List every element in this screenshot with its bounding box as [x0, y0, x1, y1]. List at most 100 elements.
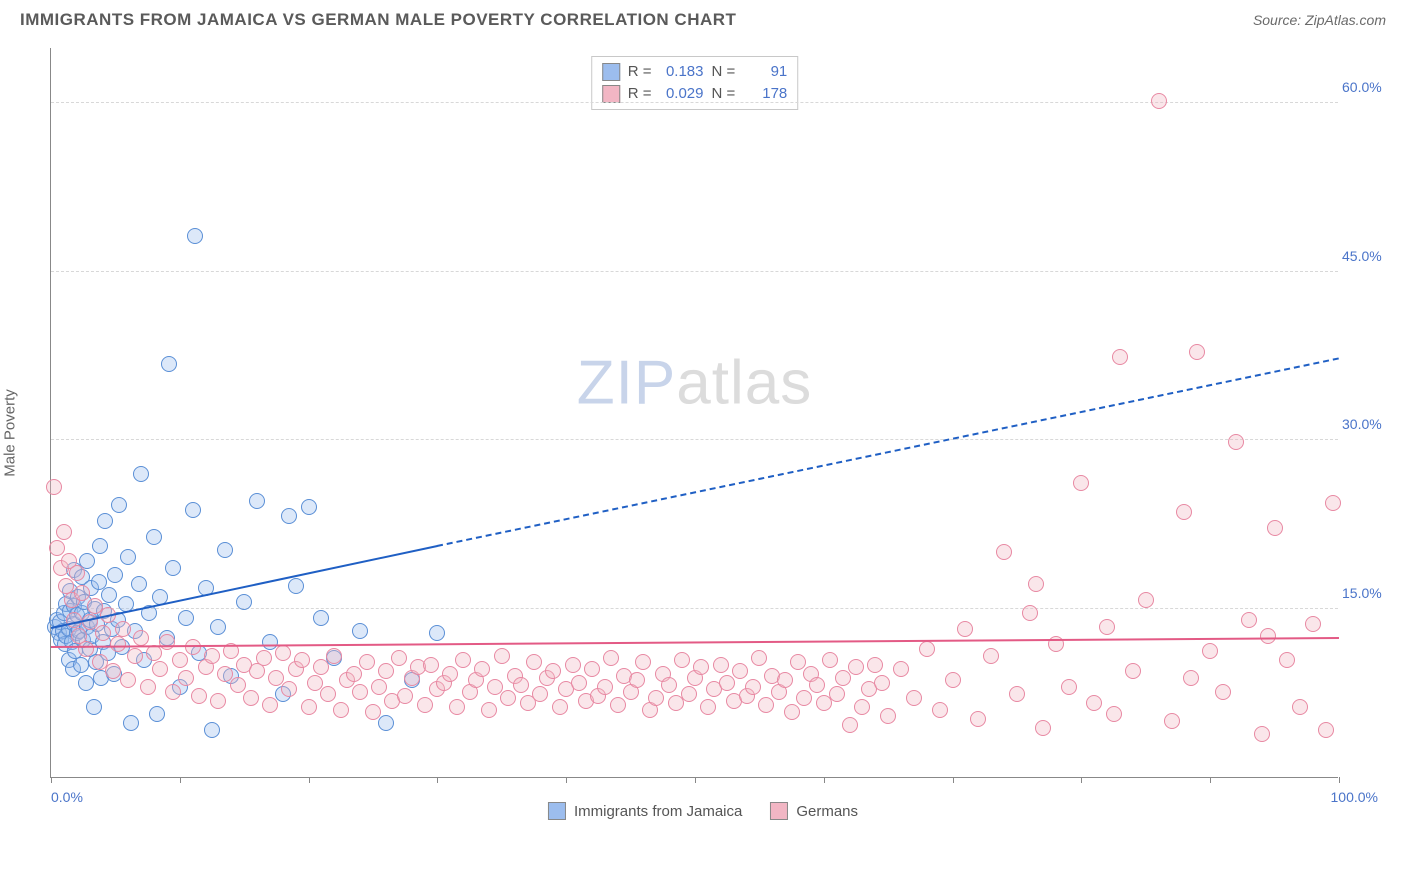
data-point [861, 681, 877, 697]
data-point [784, 704, 800, 720]
data-point [809, 677, 825, 693]
data-point [73, 657, 89, 673]
data-point [256, 650, 272, 666]
data-point [101, 587, 117, 603]
chart-container: Male Poverty ZIPatlas R =0.183N =91R =0.… [20, 38, 1386, 828]
data-point [526, 654, 542, 670]
data-point [681, 686, 697, 702]
data-point [565, 657, 581, 673]
data-point [957, 621, 973, 637]
data-point [404, 670, 420, 686]
data-point [816, 695, 832, 711]
data-point [313, 659, 329, 675]
data-point [513, 677, 529, 693]
data-point [61, 553, 77, 569]
series-legend-item: Immigrants from Jamaica [548, 802, 742, 820]
data-point [1292, 699, 1308, 715]
data-point [719, 675, 735, 691]
data-point [217, 666, 233, 682]
data-point [520, 695, 536, 711]
legend-n-label: N = [712, 61, 736, 83]
data-point [1228, 434, 1244, 450]
data-point [111, 497, 127, 513]
data-point [739, 688, 755, 704]
data-point [648, 690, 664, 706]
data-point [133, 466, 149, 482]
data-point [131, 576, 147, 592]
data-point [1073, 475, 1089, 491]
data-point [178, 610, 194, 626]
data-point [46, 479, 62, 495]
data-point [66, 598, 82, 614]
data-point [771, 684, 787, 700]
data-point [62, 603, 78, 619]
data-point [346, 666, 362, 682]
data-point [65, 661, 81, 677]
data-point [95, 625, 111, 641]
data-point [106, 666, 122, 682]
y-axis-title: Male Poverty [2, 389, 19, 477]
data-point [597, 679, 613, 695]
data-point [468, 672, 484, 688]
data-point [210, 693, 226, 709]
data-point [62, 583, 78, 599]
data-point [262, 697, 278, 713]
data-point [674, 652, 690, 668]
data-point [552, 699, 568, 715]
data-point [481, 702, 497, 718]
legend-row: R =0.183N =91 [602, 61, 788, 83]
data-point [57, 636, 73, 652]
data-point [1183, 670, 1199, 686]
data-point [758, 697, 774, 713]
data-point [378, 663, 394, 679]
x-axis-max-label: 100.0% [1331, 789, 1378, 805]
data-point [92, 654, 108, 670]
data-point [545, 663, 561, 679]
data-point [854, 699, 870, 715]
legend-n-value: 91 [743, 61, 787, 83]
data-point [165, 560, 181, 576]
data-point [1202, 643, 1218, 659]
x-tick [51, 777, 52, 783]
data-point [436, 675, 452, 691]
data-point [1260, 628, 1276, 644]
data-point [848, 659, 864, 675]
data-point [932, 702, 948, 718]
data-point [288, 661, 304, 677]
data-point [83, 580, 99, 596]
data-point [1106, 706, 1122, 722]
data-point [1164, 713, 1180, 729]
data-point [713, 657, 729, 673]
data-point [655, 666, 671, 682]
data-point [74, 585, 90, 601]
data-point [507, 668, 523, 684]
data-point [423, 657, 439, 673]
data-point [152, 661, 168, 677]
data-point [835, 670, 851, 686]
data-point [1061, 679, 1077, 695]
data-point [88, 654, 104, 670]
data-point [288, 578, 304, 594]
trend-line [51, 545, 438, 629]
data-point [880, 708, 896, 724]
data-point [970, 711, 986, 727]
data-point [1279, 652, 1295, 668]
data-point [165, 684, 181, 700]
data-point [70, 589, 86, 605]
watermark: ZIPatlas [577, 348, 812, 419]
source-attribution: Source: ZipAtlas.com [1253, 12, 1386, 28]
data-point [133, 630, 149, 646]
data-point [404, 672, 420, 688]
data-point [1254, 726, 1270, 742]
data-point [391, 650, 407, 666]
data-point [429, 625, 445, 641]
data-point [584, 661, 600, 677]
data-point [49, 540, 65, 556]
data-point [333, 702, 349, 718]
series-label: Immigrants from Jamaica [574, 803, 742, 820]
data-point [842, 717, 858, 733]
data-point [178, 670, 194, 686]
x-tick [437, 777, 438, 783]
data-point [78, 675, 94, 691]
data-point [92, 538, 108, 554]
